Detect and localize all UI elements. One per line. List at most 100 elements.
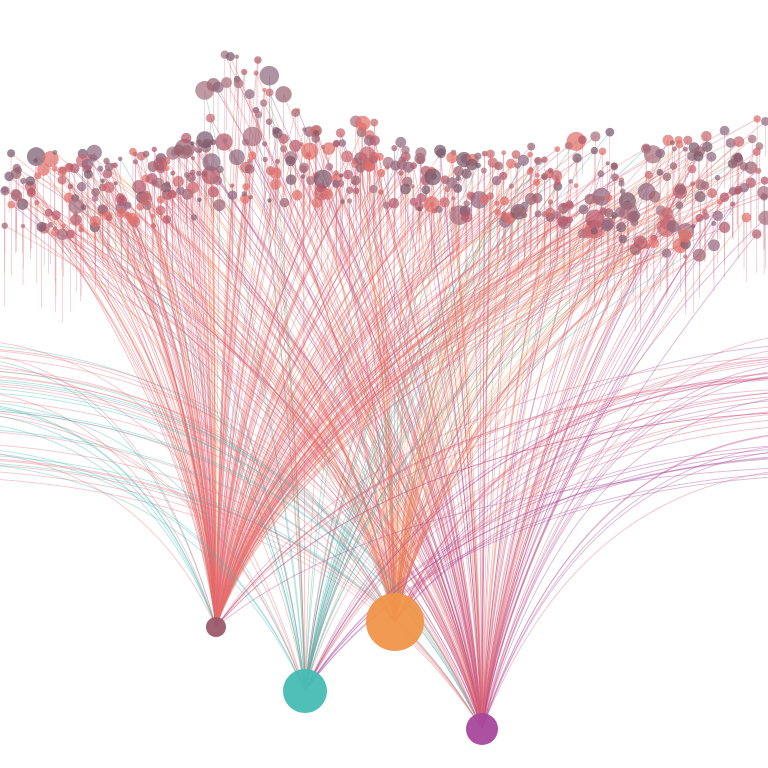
edge bbox=[481, 196, 725, 730]
node bbox=[486, 149, 495, 159]
node bbox=[410, 184, 415, 189]
edge bbox=[394, 144, 680, 623]
edge bbox=[215, 230, 595, 628]
edge bbox=[329, 166, 396, 623]
edge bbox=[132, 151, 217, 628]
node bbox=[20, 177, 27, 185]
node bbox=[523, 207, 528, 213]
edge bbox=[0, 355, 217, 628]
node bbox=[435, 205, 443, 213]
edge bbox=[354, 160, 396, 623]
edge bbox=[359, 158, 396, 623]
node bbox=[675, 201, 684, 210]
edge bbox=[413, 165, 483, 730]
edge bbox=[215, 148, 686, 628]
edge bbox=[192, 143, 396, 623]
edge bbox=[55, 215, 217, 628]
edge bbox=[481, 160, 538, 730]
edge bbox=[215, 188, 458, 628]
edge bbox=[0, 400, 483, 730]
edge bbox=[215, 160, 291, 628]
edge bbox=[120, 197, 217, 628]
edge bbox=[481, 151, 603, 730]
node bbox=[675, 140, 684, 149]
edge bbox=[394, 181, 408, 623]
edge bbox=[215, 225, 694, 628]
edge bbox=[10, 152, 483, 730]
node bbox=[301, 142, 319, 160]
edge bbox=[215, 215, 706, 628]
edge bbox=[304, 449, 768, 692]
edge bbox=[215, 204, 433, 628]
edge bbox=[0, 388, 396, 623]
edge bbox=[121, 200, 217, 628]
edge bbox=[394, 411, 768, 623]
edge bbox=[107, 215, 217, 628]
edge bbox=[304, 358, 768, 692]
edge bbox=[394, 165, 498, 623]
edge bbox=[369, 140, 483, 730]
edge bbox=[481, 398, 768, 730]
node bbox=[262, 141, 268, 147]
edge bbox=[481, 233, 758, 730]
node bbox=[355, 115, 371, 131]
edge bbox=[341, 142, 483, 730]
node bbox=[369, 135, 380, 146]
node bbox=[520, 201, 529, 210]
edge bbox=[160, 199, 483, 730]
edge bbox=[167, 194, 217, 628]
edge bbox=[304, 162, 608, 692]
edge bbox=[62, 233, 483, 730]
node bbox=[401, 145, 410, 155]
edge bbox=[211, 162, 217, 628]
edge bbox=[394, 170, 759, 623]
node bbox=[270, 179, 281, 190]
edge bbox=[11, 204, 483, 730]
edge bbox=[244, 198, 483, 730]
node bbox=[299, 142, 304, 147]
edge bbox=[394, 427, 768, 623]
edge bbox=[23, 180, 306, 692]
edge bbox=[138, 186, 483, 730]
edge bbox=[215, 172, 402, 628]
node bbox=[78, 226, 84, 233]
node bbox=[711, 220, 717, 226]
edge bbox=[215, 148, 284, 628]
edge bbox=[215, 59, 259, 628]
edge bbox=[115, 182, 396, 623]
node bbox=[601, 219, 613, 232]
edge bbox=[4, 190, 396, 623]
edge bbox=[481, 175, 558, 730]
edge bbox=[394, 359, 768, 623]
node bbox=[212, 175, 223, 186]
node bbox=[410, 162, 417, 170]
node bbox=[172, 175, 184, 187]
edge bbox=[184, 148, 483, 730]
edge bbox=[353, 182, 483, 730]
edge bbox=[321, 195, 483, 730]
edge bbox=[141, 156, 217, 628]
node bbox=[533, 178, 541, 186]
edge bbox=[394, 223, 715, 623]
edge bbox=[304, 241, 642, 692]
node bbox=[197, 197, 202, 203]
node bbox=[375, 152, 384, 161]
edge bbox=[304, 198, 532, 692]
edge bbox=[394, 203, 468, 623]
edge bbox=[8, 175, 483, 730]
edge bbox=[0, 429, 396, 623]
node bbox=[453, 166, 464, 177]
edge bbox=[172, 173, 217, 628]
edge bbox=[470, 195, 483, 730]
node bbox=[248, 195, 253, 200]
node bbox=[267, 198, 272, 203]
edge bbox=[185, 137, 483, 730]
edge bbox=[0, 370, 396, 623]
edge bbox=[394, 226, 674, 623]
node bbox=[164, 181, 171, 188]
node bbox=[494, 209, 501, 216]
edge bbox=[215, 169, 250, 628]
edge bbox=[190, 177, 396, 623]
edge bbox=[394, 151, 757, 623]
edge bbox=[0, 453, 217, 628]
